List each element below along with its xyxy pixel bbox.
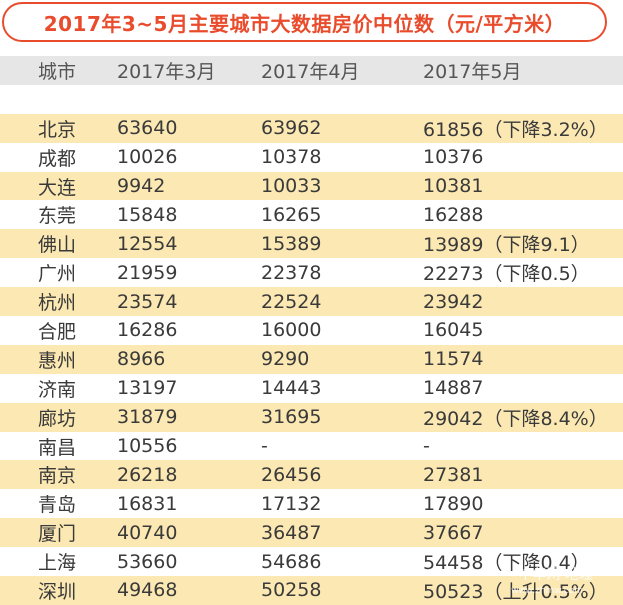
march-cell: 23574: [117, 290, 178, 313]
april-cell: 22524: [261, 290, 322, 313]
city-cell: 北京: [38, 118, 77, 141]
table-row: 廊坊 31879 31695 29042（下降8.4%）: [0, 402, 623, 432]
may-cell: 23942: [423, 290, 484, 313]
city-cell: 合肥: [38, 320, 77, 343]
march-cell: 16831: [117, 492, 178, 515]
header-april: 2017年4月: [261, 60, 360, 83]
march-cell: 21959: [117, 261, 178, 284]
table-row: 惠州 8966 9290 11574: [0, 344, 623, 374]
city-cell: 广州: [38, 263, 77, 286]
table-row: 佛山 12554 15389 13989（下降9.1）: [0, 229, 623, 259]
april-cell: 31695: [261, 406, 322, 429]
city-cell: 杭州: [38, 292, 77, 315]
may-cell: 16288: [423, 203, 484, 226]
table-row: 杭州 23574 22524 23942: [0, 287, 623, 317]
march-cell: 10556: [117, 435, 178, 458]
title-banner: 2017年3~5月主要城市大数据房价中位数（元/平方米）: [2, 2, 607, 42]
april-cell: 63962: [261, 117, 322, 140]
april-cell: 36487: [261, 521, 322, 544]
watermark-url: www.zhmw.com: [511, 586, 583, 596]
city-cell: 成都: [38, 147, 77, 170]
march-cell: 10026: [117, 146, 178, 169]
may-cell: -: [423, 435, 430, 458]
table-row: 合肥 16286 16000 16045: [0, 316, 623, 345]
table-row: 厦门 40740 36487 37667: [0, 518, 623, 548]
may-cell: 11574: [423, 348, 484, 371]
march-cell: 16286: [117, 319, 178, 342]
city-cell: 上海: [38, 552, 77, 575]
may-cell: 50523（上升0.5%）: [423, 580, 608, 603]
april-cell: 22378: [261, 261, 322, 284]
city-cell: 厦门: [38, 523, 77, 546]
may-cell: 54458（下降0.4）: [423, 552, 590, 575]
march-cell: 26218: [117, 463, 178, 486]
may-cell: 10376: [423, 146, 484, 169]
city-cell: 青岛: [38, 494, 77, 517]
city-cell: 大连: [38, 176, 77, 199]
header-may: 2017年5月: [423, 60, 522, 83]
april-cell: 10378: [261, 146, 322, 169]
may-cell: 14887: [423, 377, 484, 400]
march-cell: 8966: [117, 348, 166, 371]
may-cell: 37667: [423, 521, 484, 544]
april-cell: 26456: [261, 463, 322, 486]
table-row: 青岛 16831 17132 17890: [0, 489, 623, 519]
may-cell: 13989（下降9.1）: [423, 234, 590, 257]
city-cell: 东莞: [38, 205, 77, 228]
table-row: 南昌 10556 - -: [0, 431, 623, 461]
march-cell: 40740: [117, 521, 178, 544]
april-cell: -: [261, 435, 268, 458]
spacer-row: [0, 84, 623, 114]
april-cell: 54686: [261, 550, 322, 573]
table-row: 大连 9942 10033 10381: [0, 171, 623, 201]
april-cell: 15389: [261, 232, 322, 255]
price-table: 城市 2017年3月 2017年4月 2017年5月 北京 63640 6396…: [0, 56, 623, 605]
april-cell: 16265: [261, 203, 322, 226]
header-march: 2017年3月: [117, 60, 216, 83]
may-cell: 29042（下降8.4%）: [423, 407, 608, 430]
header-city: 城市: [38, 60, 77, 83]
march-cell: 15848: [117, 203, 178, 226]
may-cell: 61856（下降3.2%）: [423, 118, 608, 141]
table-row: 成都 10026 10378 10376: [0, 142, 623, 172]
may-cell: 27381: [423, 463, 484, 486]
city-cell: 南昌: [38, 436, 77, 459]
table-row: 济南 13197 14443 14887: [0, 373, 623, 403]
march-cell: 53660: [117, 550, 178, 573]
april-cell: 9290: [261, 348, 310, 371]
watermark-text: 中华网 地理: [518, 567, 593, 583]
march-cell: 49468: [117, 579, 178, 602]
table-header: 城市 2017年3月 2017年4月 2017年5月: [0, 56, 623, 85]
city-cell: 南京: [38, 465, 77, 488]
table-row: 北京 63640 63962 61856（下降3.2%）: [0, 113, 623, 143]
city-cell: 济南: [38, 378, 77, 401]
table-row: 上海 53660 54686 54458（下降0.4）: [0, 547, 623, 577]
march-cell: 9942: [117, 175, 166, 197]
march-cell: 13197: [117, 377, 178, 400]
city-cell: 惠州: [38, 349, 77, 372]
table-row: 南京 26218 26456 27381: [0, 460, 623, 490]
march-cell: 31879: [117, 406, 178, 429]
page-title: 2017年3~5月主要城市大数据房价中位数（元/平方米）: [43, 11, 566, 36]
table-row: 广州 21959 22378 22273（下降0.5）: [0, 258, 623, 288]
city-cell: 廊坊: [38, 407, 77, 430]
city-cell: 深圳: [38, 580, 77, 603]
april-cell: 17132: [261, 492, 322, 515]
march-cell: 12554: [117, 232, 178, 255]
april-cell: 50258: [261, 579, 322, 602]
may-cell: 16045: [423, 319, 484, 342]
march-cell: 63640: [117, 117, 178, 140]
may-cell: 22273（下降0.5）: [423, 263, 590, 286]
april-cell: 10033: [261, 175, 322, 197]
may-cell: 10381: [423, 175, 484, 197]
april-cell: 16000: [261, 319, 322, 342]
city-cell: 佛山: [38, 234, 77, 257]
may-cell: 17890: [423, 492, 484, 515]
table-row: 东莞 15848 16265 16288: [0, 200, 623, 230]
april-cell: 14443: [261, 377, 322, 400]
